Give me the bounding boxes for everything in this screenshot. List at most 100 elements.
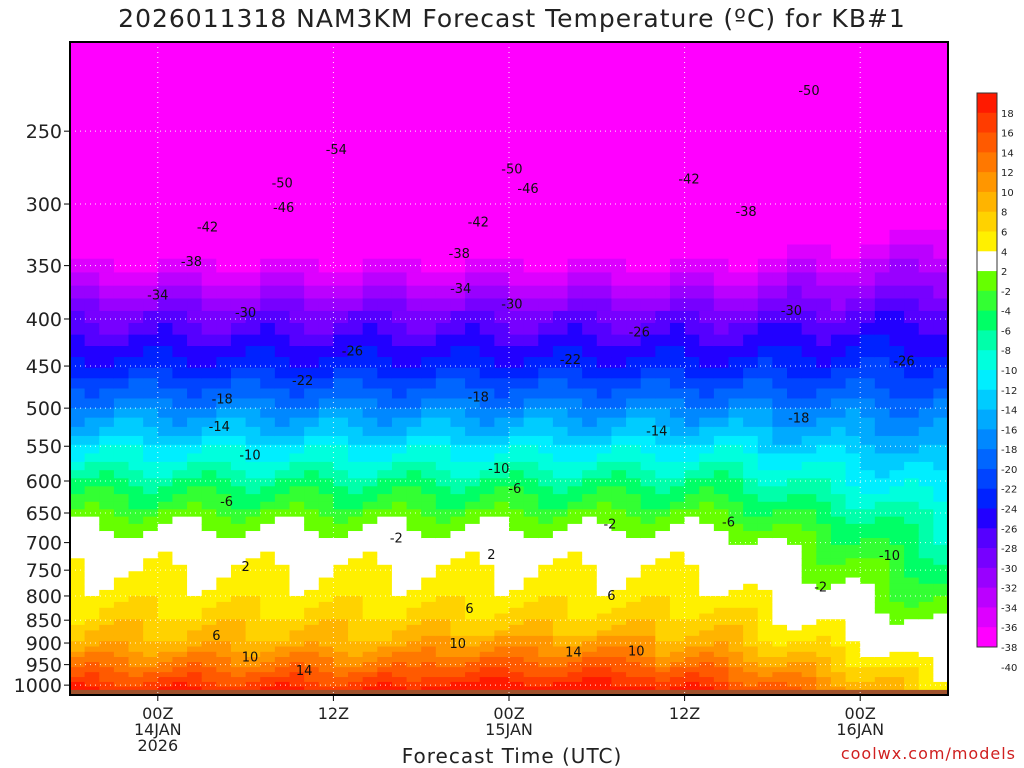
temperature-cell xyxy=(904,310,920,324)
temperature-cell xyxy=(230,564,247,572)
temperature-cell xyxy=(889,470,905,479)
temperature-cell xyxy=(377,470,393,479)
temperature-cell xyxy=(260,310,276,324)
temperature-cell xyxy=(465,619,481,626)
temperature-cell xyxy=(509,544,525,553)
temperature-cell xyxy=(348,613,364,620)
temperature-cell xyxy=(260,65,276,88)
temperature-cell xyxy=(567,656,583,663)
temperature-cell xyxy=(655,595,671,603)
temperature-cell xyxy=(830,509,847,518)
temperature-cell xyxy=(479,523,495,532)
temperature-cell xyxy=(538,646,554,653)
temperature-cell xyxy=(304,619,320,626)
temperature-cell xyxy=(904,577,920,585)
temperature-cell xyxy=(772,656,788,663)
temperature-cell xyxy=(143,146,159,166)
temperature-cell xyxy=(889,509,905,518)
temperature-cell xyxy=(201,198,217,216)
y-tick-label: 1000 xyxy=(14,675,62,697)
temperature-cell xyxy=(304,613,320,620)
temperature-cell xyxy=(787,461,803,471)
temperature-cell xyxy=(889,686,905,693)
temperature-cell xyxy=(113,367,130,379)
temperature-cell xyxy=(333,108,349,129)
temperature-cell xyxy=(230,624,247,632)
temperature-cell xyxy=(918,164,934,183)
temperature-cell xyxy=(596,322,613,336)
temperature-cell xyxy=(655,272,671,287)
temperature-cell xyxy=(465,444,481,455)
temperature-cell xyxy=(216,646,232,653)
temperature-cell xyxy=(421,501,437,510)
temperature-cell xyxy=(787,444,803,455)
temperature-cell xyxy=(435,164,452,183)
temperature-cell xyxy=(904,656,920,663)
temperature-cell xyxy=(172,641,188,648)
temperature-cell xyxy=(743,164,759,183)
temperature-cell xyxy=(699,595,715,603)
temperature-cell xyxy=(611,577,627,585)
temperature-cell xyxy=(450,635,466,642)
temperature-cell xyxy=(304,310,320,324)
temperature-cell xyxy=(523,322,539,336)
colorbar-label: 4 xyxy=(1001,247,1007,258)
temperature-cell xyxy=(70,583,86,591)
temperature-cell xyxy=(187,398,203,409)
temperature-cell xyxy=(830,630,847,637)
temperature-cell xyxy=(918,65,934,88)
temperature-cell xyxy=(816,310,832,324)
temperature-cell xyxy=(669,214,686,231)
temperature-cell xyxy=(201,444,217,455)
temperature-cell xyxy=(918,613,934,620)
temperature-cell xyxy=(582,577,598,585)
temperature-cell xyxy=(216,478,232,487)
temperature-cell xyxy=(640,42,656,66)
temperature-cell xyxy=(421,272,437,287)
temperature-cell xyxy=(669,646,686,653)
temperature-cell xyxy=(552,595,569,603)
temperature-cell xyxy=(684,681,700,688)
temperature-cell xyxy=(391,258,408,274)
temperature-cell xyxy=(845,486,861,495)
temperature-cell xyxy=(84,624,100,632)
temperature-cell xyxy=(523,607,539,615)
temperature-cell xyxy=(84,435,100,446)
temperature-cell xyxy=(84,677,100,683)
temperature-cell xyxy=(230,681,247,688)
temperature-cell xyxy=(348,681,364,688)
temperature-cell xyxy=(216,398,232,409)
temperature-cell xyxy=(230,298,247,312)
temperature-cell xyxy=(391,601,408,609)
temperature-cell xyxy=(669,635,686,642)
temperature-cell xyxy=(743,646,759,653)
temperature-cell xyxy=(84,564,100,572)
temperature-cell xyxy=(509,501,525,510)
temperature-cell xyxy=(801,667,817,673)
temperature-cell xyxy=(435,408,452,419)
temperature-cell xyxy=(172,453,188,463)
temperature-cell xyxy=(787,378,803,390)
temperature-cell xyxy=(918,564,934,572)
temperature-cell xyxy=(465,656,481,663)
temperature-cell xyxy=(699,523,715,532)
credit-link[interactable]: coolwx.com/models xyxy=(840,744,1016,763)
temperature-cell xyxy=(904,285,920,300)
temperature-cell xyxy=(772,646,788,653)
contour-label: 10 xyxy=(450,637,467,652)
temperature-cell xyxy=(435,516,452,525)
temperature-cell xyxy=(289,583,305,591)
temperature-cell xyxy=(348,486,364,495)
temperature-cell xyxy=(216,651,232,658)
temperature-cell xyxy=(816,272,832,287)
temperature-cell xyxy=(874,87,891,109)
temperature-cell xyxy=(230,651,247,658)
temperature-cell xyxy=(860,509,876,518)
temperature-cell xyxy=(84,494,100,503)
temperature-cell xyxy=(801,601,817,609)
contour-label: -18 xyxy=(468,391,489,406)
temperature-cell xyxy=(611,42,627,66)
temperature-cell xyxy=(523,453,539,463)
temperature-cell xyxy=(216,656,232,663)
temperature-cell xyxy=(933,214,949,231)
